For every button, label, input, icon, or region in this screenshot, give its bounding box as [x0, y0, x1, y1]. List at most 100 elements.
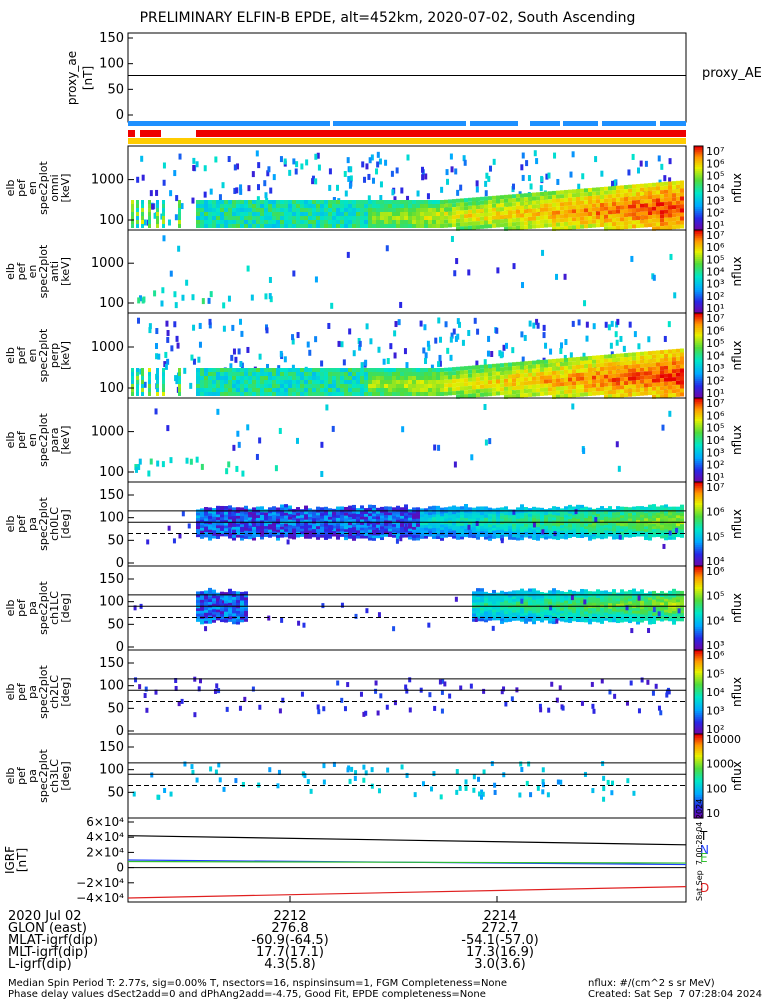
pitch-angle-0-cell: [340, 506, 344, 510]
pitch-angle-1-cell: [536, 612, 540, 616]
pitch-angle-0-cell: [248, 535, 252, 540]
spectrogram-0-cell: [584, 224, 588, 229]
spectrogram-2-colorbar-segment: [694, 332, 703, 335]
spectrogram-2-cell: [368, 380, 372, 384]
pitch-angle-1-cell: [216, 592, 220, 596]
pitch-angle-0-cell: [244, 519, 248, 523]
spectrogram-2-cell: [272, 368, 276, 372]
spectrogram-2-cell: [620, 393, 624, 398]
pitch-angle-0-cell: [680, 512, 684, 517]
pitch-angle-0-cell: [260, 525, 264, 529]
pitch-angle-1-cell: [572, 607, 576, 611]
pitch-angle-0-cell: [256, 517, 260, 521]
pitch-angle-0-cell: [644, 506, 648, 511]
pitch-angle-0-cell: [444, 507, 448, 511]
pitch-angle-0-cell: [484, 525, 488, 529]
spectrogram-0-cell: [548, 203, 552, 208]
spectrogram-1-cell: [346, 251, 350, 258]
spectrogram-1-colorbar-tick: 10³: [706, 278, 724, 291]
spectrogram-2-cell: [332, 380, 336, 384]
spectrogram-0-cell: [680, 208, 684, 213]
pitch-angle-0-cell: [436, 535, 440, 539]
spectrogram-2-colorbar-segment: [694, 336, 703, 340]
spectrogram-0-cell: [568, 205, 572, 210]
spectrogram-2-cell: [592, 367, 596, 372]
spectrogram-0-cell: [380, 216, 384, 220]
pitch-angle-0-colorbar-segment: [694, 486, 703, 489]
pitch-angle-0-cell: [624, 515, 628, 519]
pitch-angle-0-cell: [320, 529, 324, 533]
pitch-angle-1-cell: [476, 609, 480, 614]
spectrogram-2-cell: [556, 358, 560, 363]
pitch-angle-1-cell: [572, 609, 576, 614]
pitch-angle-0-cell: [660, 516, 664, 520]
spectrogram-0-cell: [252, 208, 256, 212]
pitch-angle-0-cell: [288, 529, 292, 534]
pitch-angle-0-cell: [428, 530, 432, 535]
spectrogram-0-cell: [576, 220, 580, 225]
spectrogram-2-cell: [340, 388, 344, 392]
spectrogram-0-cell: [162, 208, 165, 212]
pitch-angle-0-cell: [640, 522, 644, 526]
spectrogram-1-colorbar-segment: [694, 250, 703, 254]
pitch-angle-0-cell: [468, 515, 472, 519]
pitch-angle-0-cell: [200, 511, 204, 515]
pitch-angle-0-ylabel: ch0LC: [48, 507, 61, 541]
spectrogram-0-cell: [384, 159, 388, 166]
spectrogram-2-cell: [592, 323, 596, 330]
pitch-angle-0-cell: [296, 528, 300, 533]
spectrogram-0-cell: [552, 202, 556, 207]
pitch-angle-1-cell: [592, 613, 596, 617]
spectrogram-2-cell: [358, 344, 362, 351]
spectrogram-2-cell: [178, 368, 181, 372]
spectrogram-0-cell: [149, 190, 153, 197]
spectrogram-2-cell: [473, 317, 477, 324]
pitch-angle-1-cell: [232, 612, 236, 617]
spectrogram-0-cell: [288, 208, 292, 212]
pitch-angle-0-cell: [584, 523, 588, 527]
spectrogram-0-cell: [460, 210, 464, 215]
pitch-angle-1-cell: [236, 615, 240, 620]
pitch-angle-0-cell: [504, 522, 508, 526]
pitch-angle-0-cell: [660, 510, 664, 514]
spectrogram-0-cell: [268, 216, 272, 220]
pitch-angle-0-cell: [532, 534, 536, 538]
spectrogram-2-cell: [568, 389, 572, 394]
pitch-angle-1-cell: [480, 615, 484, 619]
pitch-angle-0-cell: [372, 524, 376, 528]
spectrogram-2-cell: [552, 358, 556, 363]
pitch-angle-0-colorbar-segment: [694, 492, 703, 496]
pitch-angle-0-cell: [424, 530, 428, 534]
spectrogram-0-cell: [620, 225, 624, 230]
spectrogram-0-cell: [360, 204, 364, 208]
spectrogram-2-cell: [296, 332, 300, 339]
pitch-angle-0-cell: [552, 506, 556, 510]
spectrogram-0-cell: [464, 226, 468, 231]
spectrogram-0-cell: [324, 204, 328, 208]
spectrogram-0-cell: [560, 206, 564, 211]
spectrogram-2-cell: [492, 375, 496, 380]
pitch-angle-0-cell: [264, 531, 268, 535]
spectrogram-2-cell: [358, 340, 362, 347]
spectrogram-0-cell: [516, 213, 520, 218]
spectrogram-0-cell: [324, 200, 328, 204]
pitch-angle-0-cell: [644, 534, 648, 538]
spectrogram-0-cell: [556, 178, 560, 185]
spectrogram-0-cell: [388, 200, 392, 204]
spectrogram-2-cell: [448, 391, 452, 396]
spectrogram-0-cell: [276, 212, 280, 216]
spectrogram-2-cell: [268, 380, 272, 384]
spectrogram-0-cell: [272, 208, 276, 212]
pitch-angle-0-cell: [380, 506, 384, 511]
pitch-angle-0-cell: [652, 528, 656, 532]
spectrogram-0-cell: [220, 220, 224, 224]
spectrogram-0-cell: [540, 199, 544, 204]
spectrogram-0-cell: [500, 223, 504, 228]
spectrogram-0-cell: [312, 208, 316, 212]
pitch-angle-0-cell: [372, 518, 376, 522]
spectrogram-2-cell: [236, 376, 240, 380]
pitch-angle-0-cell: [300, 514, 304, 518]
spectrogram-1-cell: [292, 270, 296, 277]
spectrogram-0-cell: [500, 195, 504, 200]
spectrogram-2-cell: [231, 324, 235, 331]
